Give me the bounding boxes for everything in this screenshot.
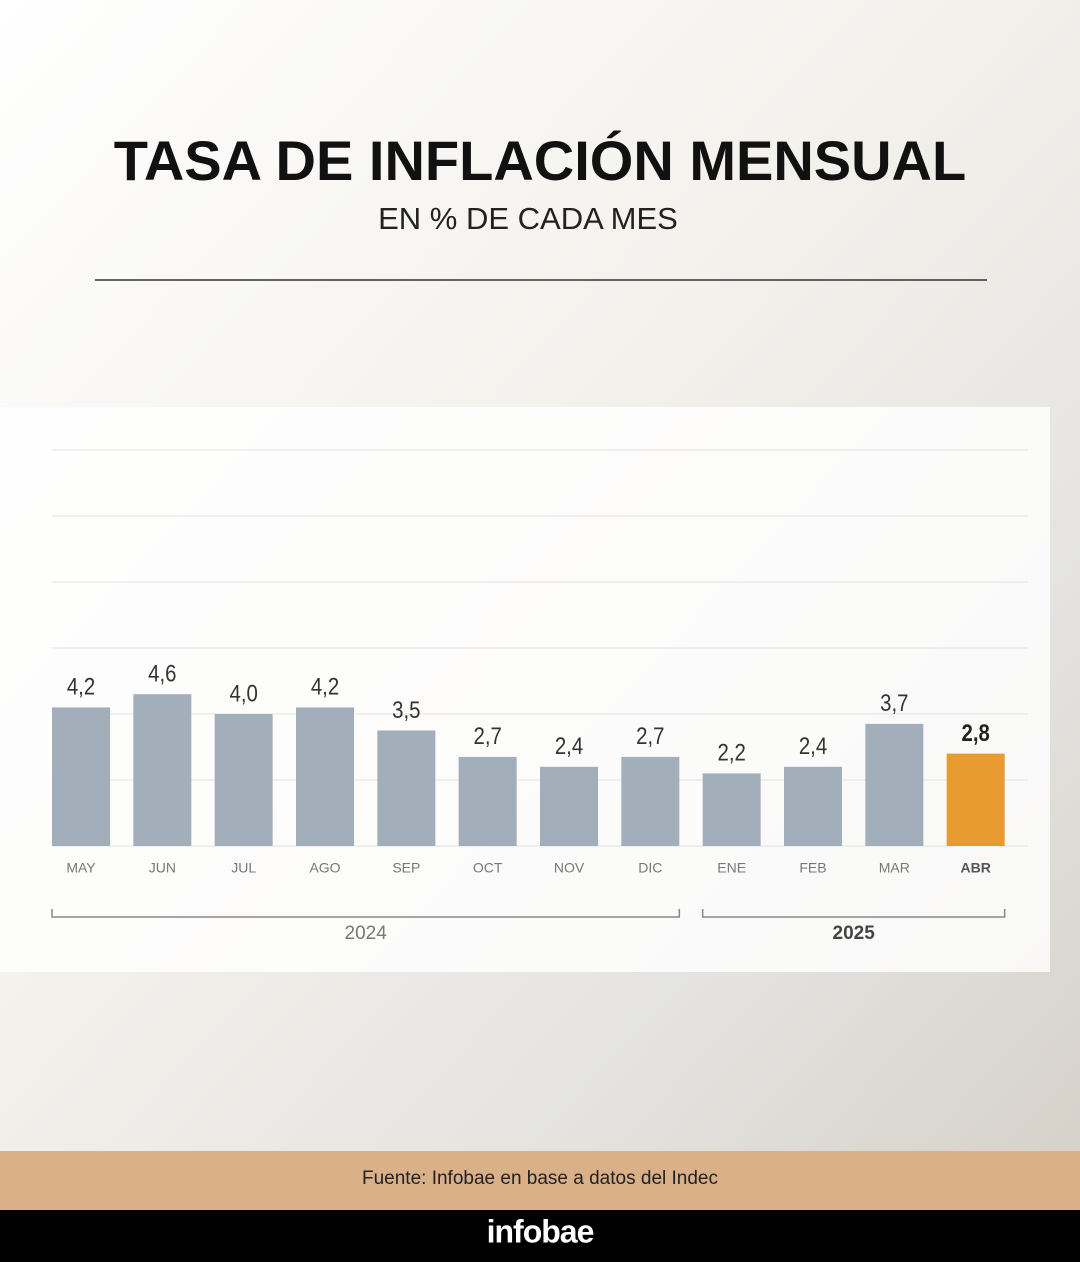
- chart-subtitle: EN % DE CADA MES: [378, 201, 678, 236]
- x-tick-label: DIC: [638, 860, 662, 876]
- bar: [865, 723, 924, 846]
- x-tick-label: SEP: [392, 860, 420, 876]
- value-label: 2,7: [473, 723, 501, 750]
- value-label: 3,5: [392, 696, 420, 723]
- x-tick-label: JUN: [149, 860, 176, 876]
- bar: [377, 730, 436, 846]
- bar: [946, 753, 1005, 846]
- value-label: 2,4: [799, 733, 827, 760]
- group-bracket: [701, 909, 1006, 918]
- footer: [0, 1210, 1080, 1262]
- brand: infobae: [487, 1213, 594, 1249]
- value-label: 2,4: [555, 733, 583, 760]
- value-label: 2,7: [636, 723, 664, 750]
- value-label: 3,7: [880, 690, 908, 717]
- group-bracket: [51, 909, 681, 918]
- x-tick-label: ABR: [960, 860, 990, 876]
- group-label: 2024: [345, 923, 388, 944]
- x-tick-label: MAR: [879, 860, 910, 876]
- x-tick-label: MAY: [66, 860, 96, 876]
- x-tick-label: JUL: [231, 860, 256, 876]
- x-tick-label: ENE: [717, 860, 746, 876]
- bar: [702, 773, 761, 846]
- bar: [52, 707, 110, 846]
- source: Fuente: Infobae en base a datos del Inde…: [362, 1168, 718, 1189]
- chart-panel: [0, 407, 1050, 972]
- bar: [540, 766, 598, 846]
- value-label: 4,2: [67, 673, 95, 700]
- chart-title: TASA DE INFLACIÓN MENSUAL: [114, 129, 966, 192]
- bar: [621, 756, 680, 846]
- bar: [784, 766, 842, 846]
- group-label: 2025: [833, 923, 876, 944]
- value-label: 2,2: [717, 739, 745, 766]
- bar: [296, 707, 354, 846]
- value-label: 4,0: [229, 680, 257, 707]
- x-tick-label: FEB: [799, 860, 826, 876]
- x-tick-label: AGO: [309, 860, 340, 876]
- x-tick-label: OCT: [473, 860, 503, 876]
- value-label: 4,2: [311, 673, 339, 700]
- bar: [458, 756, 517, 846]
- bar: [133, 694, 192, 846]
- bar: [214, 714, 273, 846]
- value-label: 4,6: [148, 660, 176, 687]
- value-label: 2,8: [961, 719, 989, 746]
- source-band: [0, 1151, 1080, 1210]
- x-tick-label: NOV: [554, 860, 585, 876]
